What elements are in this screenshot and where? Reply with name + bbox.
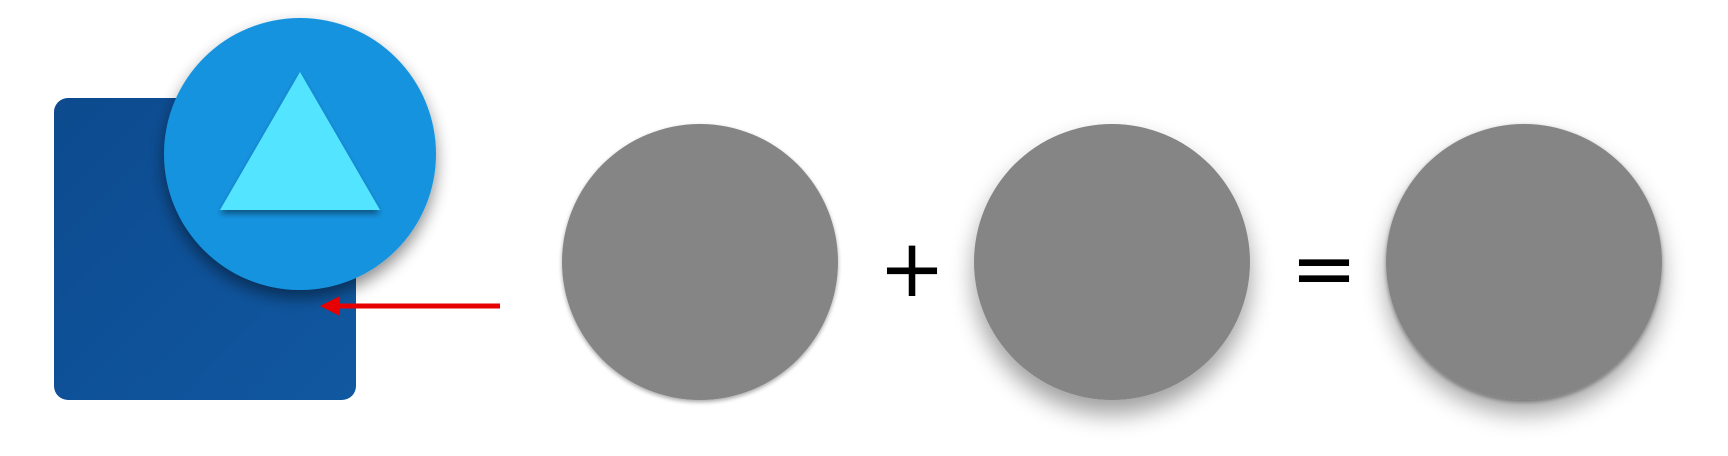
tight-shadow-circle — [562, 124, 838, 400]
combined-shadow-circle — [1386, 124, 1662, 400]
app-card-illustration — [54, 18, 436, 400]
plus-sign: + — [878, 222, 945, 315]
triangle-icon — [220, 72, 380, 210]
arrow-left-icon — [320, 296, 500, 316]
wide-shadow-circle — [974, 124, 1250, 400]
equals-sign: = — [1290, 222, 1357, 315]
